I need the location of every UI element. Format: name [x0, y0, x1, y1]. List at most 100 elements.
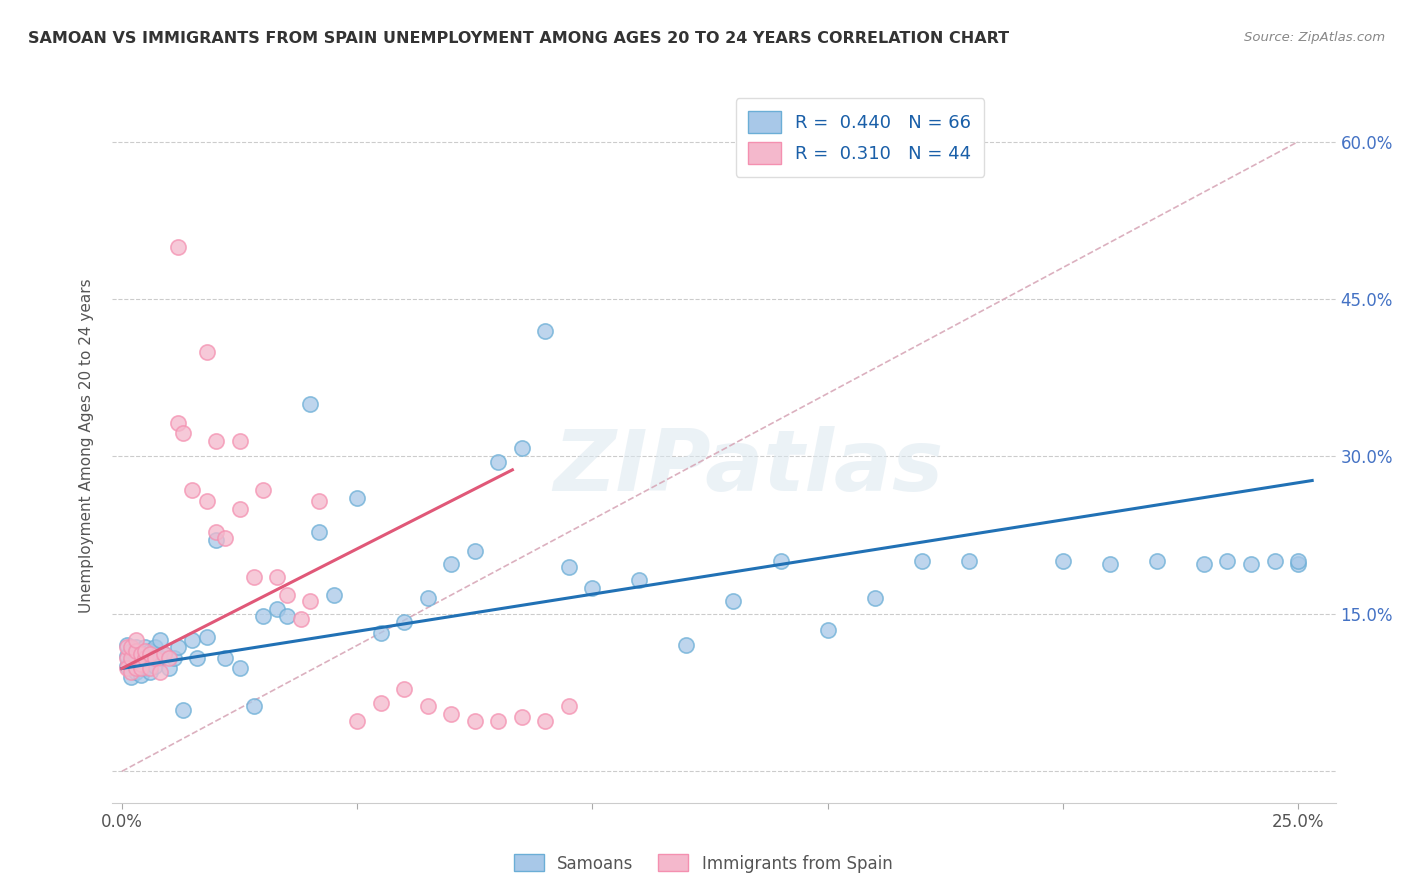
Point — [139, 647, 162, 661]
Point — [534, 324, 557, 338]
Point — [723, 594, 745, 608]
Point — [120, 665, 142, 679]
Legend: Samoans, Immigrants from Spain: Samoans, Immigrants from Spain — [508, 847, 898, 880]
Point — [769, 554, 792, 568]
Point — [167, 416, 190, 430]
Point — [370, 696, 392, 710]
Point — [440, 557, 463, 571]
Point — [172, 703, 194, 717]
Point — [134, 661, 156, 675]
Point — [157, 651, 180, 665]
Point — [558, 559, 581, 574]
Point — [129, 657, 152, 672]
Point — [139, 661, 162, 675]
Point — [1192, 557, 1215, 571]
Point — [143, 640, 166, 655]
Point — [290, 612, 312, 626]
Point — [120, 640, 142, 655]
Point — [125, 640, 148, 655]
Point — [252, 483, 274, 497]
Point — [581, 581, 603, 595]
Point — [120, 654, 142, 668]
Text: Source: ZipAtlas.com: Source: ZipAtlas.com — [1244, 31, 1385, 45]
Point — [392, 682, 415, 697]
Text: SAMOAN VS IMMIGRANTS FROM SPAIN UNEMPLOYMENT AMONG AGES 20 TO 24 YEARS CORRELATI: SAMOAN VS IMMIGRANTS FROM SPAIN UNEMPLOY… — [28, 31, 1010, 46]
Point — [228, 502, 250, 516]
Point — [162, 651, 186, 665]
Point — [214, 651, 236, 665]
Point — [129, 661, 152, 675]
Y-axis label: Unemployment Among Ages 20 to 24 years: Unemployment Among Ages 20 to 24 years — [79, 278, 94, 614]
Point — [1286, 557, 1309, 571]
Point — [195, 344, 218, 359]
Point — [143, 651, 166, 665]
Point — [195, 630, 218, 644]
Point — [346, 491, 368, 506]
Point — [863, 591, 886, 606]
Point — [510, 441, 533, 455]
Point — [534, 714, 557, 728]
Point — [115, 648, 138, 663]
Point — [558, 699, 581, 714]
Point — [181, 633, 204, 648]
Point — [486, 455, 509, 469]
Point — [214, 532, 236, 546]
Point — [1264, 554, 1286, 568]
Point — [157, 661, 180, 675]
Point — [143, 659, 166, 673]
Point — [186, 651, 208, 665]
Point — [911, 554, 934, 568]
Point — [129, 647, 152, 661]
Point — [115, 661, 138, 675]
Point — [129, 647, 152, 661]
Point — [228, 661, 250, 675]
Point — [464, 544, 486, 558]
Point — [167, 640, 190, 655]
Point — [134, 651, 156, 665]
Point — [817, 623, 839, 637]
Point — [510, 710, 533, 724]
Point — [308, 493, 330, 508]
Point — [125, 633, 148, 648]
Point — [308, 524, 330, 539]
Point — [464, 714, 486, 728]
Point — [125, 651, 148, 665]
Point — [153, 647, 176, 661]
Point — [134, 640, 156, 655]
Point — [148, 651, 170, 665]
Point — [139, 643, 162, 657]
Point — [440, 706, 463, 721]
Point — [675, 639, 697, 653]
Point — [416, 591, 439, 606]
Point — [228, 434, 250, 448]
Point — [153, 647, 176, 661]
Point — [1286, 554, 1309, 568]
Point — [299, 594, 322, 608]
Point — [346, 714, 368, 728]
Point — [195, 493, 218, 508]
Point — [120, 651, 142, 665]
Point — [266, 570, 288, 584]
Point — [129, 667, 152, 681]
Point — [370, 625, 392, 640]
Point — [1216, 554, 1239, 568]
Point — [115, 639, 138, 653]
Point — [205, 524, 228, 539]
Point — [148, 633, 170, 648]
Point — [266, 601, 288, 615]
Point — [252, 609, 274, 624]
Point — [148, 665, 170, 679]
Point — [167, 239, 190, 253]
Point — [134, 651, 156, 665]
Point — [486, 714, 509, 728]
Point — [242, 699, 264, 714]
Point — [125, 661, 148, 675]
Point — [125, 665, 148, 679]
Point — [125, 643, 148, 657]
Point — [172, 426, 194, 441]
Point — [115, 651, 138, 665]
Point — [120, 670, 142, 684]
Legend: R =  0.440   N = 66, R =  0.310   N = 44: R = 0.440 N = 66, R = 0.310 N = 44 — [735, 98, 984, 177]
Point — [299, 397, 322, 411]
Point — [1098, 557, 1121, 571]
